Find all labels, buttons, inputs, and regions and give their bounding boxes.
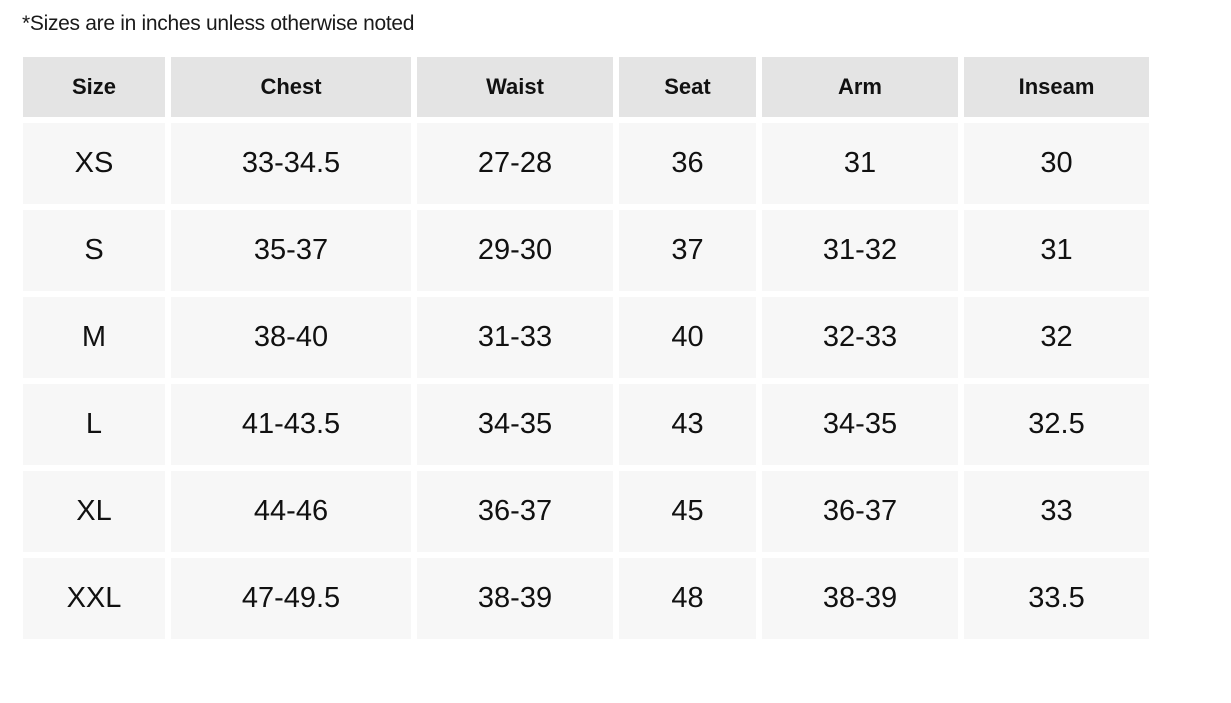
table-row: XL 44-46 36-37 45 36-37 33 — [23, 471, 1149, 552]
cell-waist: 27-28 — [417, 123, 613, 204]
column-header-chest: Chest — [171, 57, 411, 117]
cell-waist: 31-33 — [417, 297, 613, 378]
cell-size: XS — [23, 123, 165, 204]
cell-arm: 38-39 — [762, 558, 958, 639]
cell-size: L — [23, 384, 165, 465]
cell-waist: 29-30 — [417, 210, 613, 291]
cell-chest: 33-34.5 — [171, 123, 411, 204]
cell-size: M — [23, 297, 165, 378]
cell-waist: 34-35 — [417, 384, 613, 465]
cell-waist: 36-37 — [417, 471, 613, 552]
column-header-inseam: Inseam — [964, 57, 1149, 117]
cell-chest: 38-40 — [171, 297, 411, 378]
cell-chest: 44-46 — [171, 471, 411, 552]
table-header-row: Size Chest Waist Seat Arm Inseam — [23, 57, 1149, 117]
column-header-size: Size — [23, 57, 165, 117]
table-row: XXL 47-49.5 38-39 48 38-39 33.5 — [23, 558, 1149, 639]
cell-seat: 40 — [619, 297, 756, 378]
size-chart-table: Size Chest Waist Seat Arm Inseam XS 33-3… — [17, 51, 1155, 645]
cell-chest: 47-49.5 — [171, 558, 411, 639]
cell-size: XXL — [23, 558, 165, 639]
cell-arm: 31 — [762, 123, 958, 204]
cell-inseam: 33 — [964, 471, 1149, 552]
cell-inseam: 30 — [964, 123, 1149, 204]
cell-inseam: 33.5 — [964, 558, 1149, 639]
cell-seat: 36 — [619, 123, 756, 204]
table-row: L 41-43.5 34-35 43 34-35 32.5 — [23, 384, 1149, 465]
cell-chest: 35-37 — [171, 210, 411, 291]
cell-arm: 34-35 — [762, 384, 958, 465]
cell-size: S — [23, 210, 165, 291]
units-note: *Sizes are in inches unless otherwise no… — [22, 12, 415, 35]
table-row: S 35-37 29-30 37 31-32 31 — [23, 210, 1149, 291]
cell-arm: 31-32 — [762, 210, 958, 291]
column-header-seat: Seat — [619, 57, 756, 117]
cell-arm: 32-33 — [762, 297, 958, 378]
cell-arm: 36-37 — [762, 471, 958, 552]
column-header-arm: Arm — [762, 57, 958, 117]
cell-seat: 48 — [619, 558, 756, 639]
cell-inseam: 32 — [964, 297, 1149, 378]
column-header-waist: Waist — [417, 57, 613, 117]
table-row: M 38-40 31-33 40 32-33 32 — [23, 297, 1149, 378]
cell-seat: 37 — [619, 210, 756, 291]
cell-size: XL — [23, 471, 165, 552]
cell-waist: 38-39 — [417, 558, 613, 639]
cell-seat: 43 — [619, 384, 756, 465]
cell-inseam: 32.5 — [964, 384, 1149, 465]
table-row: XS 33-34.5 27-28 36 31 30 — [23, 123, 1149, 204]
cell-chest: 41-43.5 — [171, 384, 411, 465]
cell-seat: 45 — [619, 471, 756, 552]
cell-inseam: 31 — [964, 210, 1149, 291]
